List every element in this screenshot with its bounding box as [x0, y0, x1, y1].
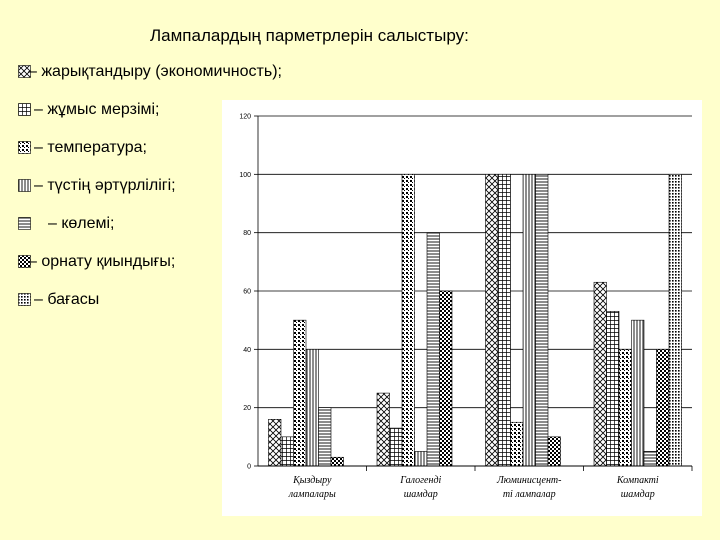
bars-layer	[268, 174, 682, 467]
chart-panel: 0 20 40 60 80 100 120 Қыздыру лампалары Галогенді…	[222, 100, 702, 516]
bar	[535, 174, 549, 467]
legend-swatch-price	[18, 293, 31, 306]
y-tick-label: 80	[243, 230, 251, 237]
bar	[668, 174, 682, 467]
x-category-label: Люминисцент-	[496, 475, 561, 486]
x-category-label: Компакті	[616, 475, 659, 486]
y-tick-label: 0	[247, 464, 251, 471]
legend-swatch-rect	[18, 141, 31, 154]
legend-swatch-installation	[18, 255, 31, 268]
bar	[510, 421, 524, 467]
y-tick-label: 20	[243, 405, 251, 412]
legend-label-installation: – орнату қиындығы;	[28, 253, 176, 270]
slide-title: Лампалардың парметрлерін салыстыру:	[150, 26, 469, 45]
legend-swatch-lifetime	[18, 103, 31, 116]
x-category-label: Галогенді	[399, 475, 441, 486]
bar	[330, 456, 344, 467]
legend-swatch-lighting	[18, 65, 31, 78]
bar	[376, 392, 390, 467]
bar	[593, 281, 607, 467]
x-category-label: ті лампалар	[503, 489, 556, 500]
y-tick-label: 60	[243, 289, 251, 296]
bar	[401, 174, 415, 467]
y-tick-label: 100	[239, 172, 251, 179]
legend-swatch-rect	[18, 103, 31, 116]
bar	[547, 436, 561, 467]
y-tick-label: 40	[243, 347, 251, 354]
bar	[318, 407, 332, 467]
legend-swatch-size	[18, 217, 31, 230]
bar	[643, 451, 657, 467]
x-category-label: Қыздыру	[292, 475, 332, 486]
bar	[305, 349, 319, 467]
bar	[631, 319, 645, 467]
x-category-label: шамдар	[404, 489, 438, 500]
legend-swatch-rect	[18, 65, 31, 78]
bar	[485, 174, 499, 467]
bar	[280, 436, 294, 467]
bar	[618, 349, 632, 467]
legend-swatch-rect	[18, 255, 31, 268]
legend-label-temperature: – температура;	[34, 139, 147, 156]
legend-swatch-rect	[18, 217, 31, 230]
bar	[522, 174, 536, 467]
legend-swatch-color-variety	[18, 179, 31, 192]
bar	[439, 290, 453, 467]
legend-swatch-rect	[18, 179, 31, 192]
legend-label-color-variety: – түстің әртүрлілігі;	[34, 177, 176, 194]
x-category-label: лампалары	[288, 489, 336, 500]
bar	[268, 419, 282, 467]
bar	[656, 349, 670, 467]
bar	[414, 451, 428, 467]
legend-label-price: – бағасы	[34, 291, 100, 308]
x-category-label: шамдар	[621, 489, 655, 500]
legend-label-size: – көлемі;	[48, 215, 115, 232]
bar	[389, 427, 403, 467]
bar	[497, 174, 511, 467]
legend-swatch-temperature	[18, 141, 31, 154]
bar	[426, 232, 440, 467]
legend-swatch-rect	[18, 293, 31, 306]
legend-label-lifetime: – жұмыс мерзімі;	[34, 101, 160, 118]
bar	[606, 311, 620, 467]
legend-label-lighting: – жарықтандыру (экономичность);	[28, 63, 282, 80]
bar-chart: 0 20 40 60 80 100 120 Қыздыру лампалары Галогенді…	[239, 114, 693, 500]
bar	[293, 319, 307, 467]
y-tick-label: 120	[239, 114, 251, 121]
axis-layer: 0 20 40 60 80 100 120 Қыздыру лампалары Галогенді…	[239, 114, 693, 500]
